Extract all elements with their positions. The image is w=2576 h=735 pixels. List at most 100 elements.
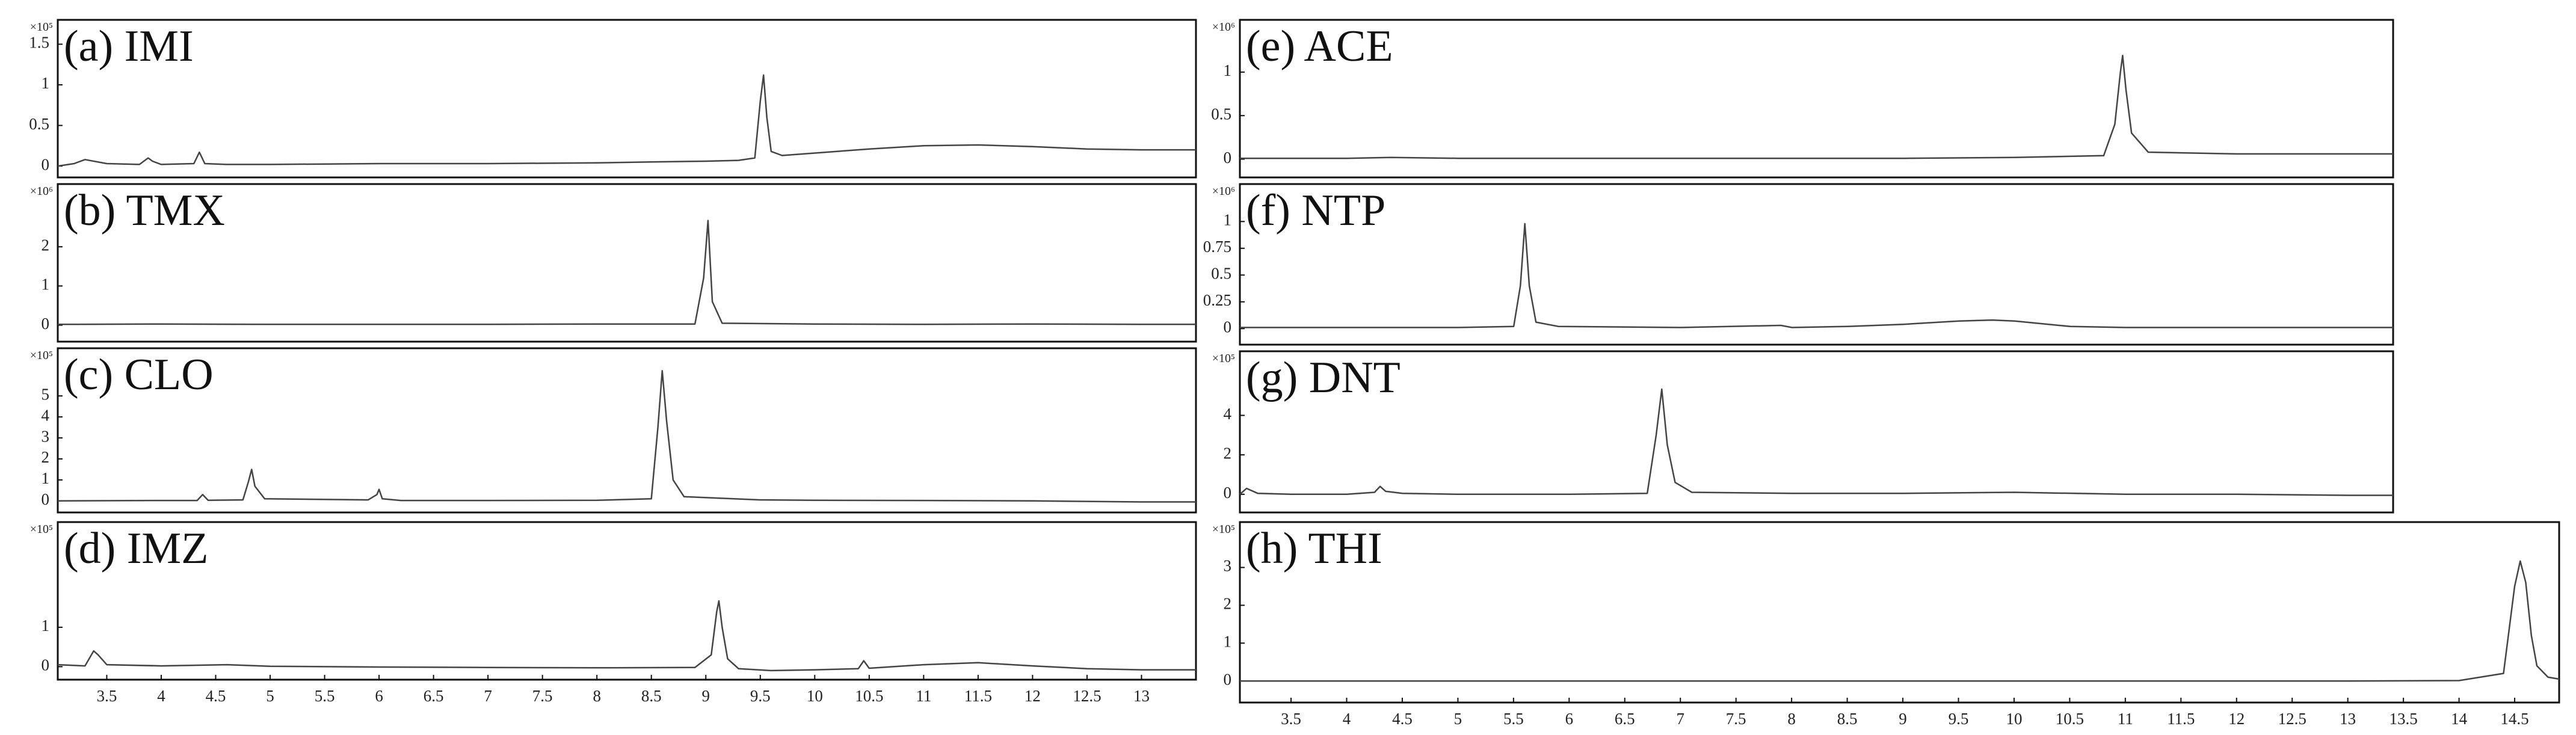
panel-frame <box>1239 350 2394 514</box>
x-tick-label: 10 <box>807 687 823 705</box>
x-tick-label: 13 <box>2340 710 2356 728</box>
y-tick-label: 0.5 <box>1211 265 1231 283</box>
x-tick-label: 4 <box>157 687 165 705</box>
x-tick-label: 7.5 <box>1726 710 1746 728</box>
panel-frame <box>1239 19 2394 179</box>
panel: 0 2 4 ×10⁵ (g) DNT <box>1212 350 2394 514</box>
panel-title: (f) NTP <box>1246 186 1385 235</box>
x-tick-label: 9.5 <box>1949 710 1969 728</box>
x-tick-label: 10 <box>2006 710 2022 728</box>
panel: 0 0.5 1 ×10⁶ (e) ACE <box>1211 19 2394 179</box>
panel-title: (e) ACE <box>1246 22 1393 71</box>
x-tick-label: 11.5 <box>2167 710 2195 728</box>
y-tick-label: 0.5 <box>29 115 49 133</box>
y-tick-label: 1 <box>42 617 50 635</box>
y-tick-label: 4 <box>1224 405 1232 423</box>
y-tick-label: 1 <box>42 469 50 487</box>
y-tick-label: 1 <box>1224 211 1232 229</box>
y-tick-label: 0 <box>1224 318 1232 336</box>
trace <box>1239 388 2393 496</box>
x-tick-label: 11 <box>916 687 931 705</box>
x-tick-label: 7 <box>484 687 492 705</box>
x-tick-label: 6 <box>375 687 383 705</box>
x-tick-label: 4 <box>1343 710 1351 728</box>
y-tick-label: 5 <box>42 385 50 403</box>
y-tick-label: 0 <box>42 490 50 508</box>
x-tick-label: 14.5 <box>2500 710 2528 728</box>
x-tick-label: 6.5 <box>424 687 444 705</box>
y-scale-label: ×10⁵ <box>1212 523 1235 536</box>
x-tick-label: 3.5 <box>1281 710 1301 728</box>
x-tick-label: 9 <box>702 687 710 705</box>
panel-frame <box>57 19 1197 179</box>
panel-frame <box>1239 183 2394 346</box>
y-tick-label: 3 <box>1224 557 1232 575</box>
panel-title: (c) CLO <box>64 350 214 399</box>
x-tick-label: 14 <box>2451 710 2468 728</box>
panel-title: (a) IMI <box>64 22 194 71</box>
y-tick-label: 1 <box>1224 61 1232 79</box>
x-tick-label: 8.5 <box>641 687 662 705</box>
x-tick-label: 12.5 <box>1073 687 1101 705</box>
y-scale-label: ×10⁶ <box>30 185 53 198</box>
x-tick-label: 9.5 <box>750 687 771 705</box>
panel: 0 0.25 0.5 0.75 1 ×10⁶ (f) NTP <box>1203 183 2394 346</box>
x-tick-label: 10.5 <box>2056 710 2084 728</box>
x-tick-label: 12 <box>2228 710 2245 728</box>
y-scale-label: ×10⁶ <box>1212 20 1235 34</box>
x-tick-label: 5.5 <box>315 687 335 705</box>
x-tick-label: 7.5 <box>532 687 553 705</box>
panel-frame <box>57 521 1197 681</box>
y-tick-label: 1 <box>42 275 50 294</box>
panel: 0 1 2 ×10⁶ (b) TMX <box>30 183 1197 343</box>
panel: 0 0.5 1 1.5×10⁵ (a) IMI <box>29 19 1197 179</box>
x-tick-label: 10.5 <box>855 687 883 705</box>
trace <box>1240 560 2560 682</box>
y-tick-label: 2 <box>1224 444 1232 462</box>
y-tick-label: 0.75 <box>1203 238 1231 256</box>
x-tick-label: 3.5 <box>97 687 117 705</box>
panel-frame <box>1239 521 2560 704</box>
x-tick-label: 5 <box>266 687 274 705</box>
y-scale-label: ×10⁵ <box>1212 352 1235 365</box>
x-tick-label: 13 <box>1133 687 1150 705</box>
panel: 0 1 3.5 4 4.5 5 5.5 6 6.5 7 7.5 8 8.5 9 9.5 10 10.5 11 11.… <box>30 521 1197 705</box>
x-tick-label: 5.5 <box>1503 710 1524 728</box>
y-tick-label: 0 <box>42 656 50 674</box>
y-tick-label: 2 <box>1224 595 1232 613</box>
panel-frame <box>57 183 1197 343</box>
x-tick-label: 11.5 <box>964 687 992 705</box>
y-scale-label: ×10⁵ <box>30 349 53 362</box>
y-scale-label: ×10⁶ <box>1212 185 1235 198</box>
y-tick-label: 0 <box>42 155 50 173</box>
trace <box>57 220 1196 325</box>
trace <box>1240 223 2393 328</box>
x-tick-label: 6.5 <box>1615 710 1635 728</box>
y-tick-label: 0 <box>42 315 50 333</box>
x-tick-label: 8 <box>593 687 601 705</box>
y-tick-label: 0 <box>1224 149 1232 167</box>
y-tick-label: 0 <box>1224 670 1232 688</box>
x-tick-label: 4.5 <box>1392 710 1413 728</box>
y-scale-label: ×10⁵ <box>30 523 53 536</box>
y-tick-label: 1.5 <box>29 34 49 52</box>
x-tick-label: 8.5 <box>1837 710 1858 728</box>
x-tick-label: 7 <box>1676 710 1684 728</box>
x-tick-label: 11 <box>2118 710 2133 728</box>
x-tick-label: 6 <box>1565 710 1574 728</box>
y-tick-label: 0.5 <box>1211 105 1231 123</box>
panel-frame <box>57 347 1197 514</box>
x-tick-label: 9 <box>1899 710 1907 728</box>
panel-title: (h) THI <box>1246 524 1382 573</box>
x-tick-label: 12 <box>1025 687 1041 705</box>
x-tick-label: 8 <box>1787 710 1796 728</box>
x-tick-label: 5 <box>1454 710 1462 728</box>
panel-title: (g) DNT <box>1246 353 1400 402</box>
x-tick-label: 13.5 <box>2390 710 2418 728</box>
y-tick-label: 1 <box>1224 632 1232 650</box>
panel: 0 1 2 3 4 5 ×10⁵ (c) CLO <box>30 347 1197 514</box>
trace <box>1240 55 2393 159</box>
y-tick-label: 2 <box>42 448 50 466</box>
